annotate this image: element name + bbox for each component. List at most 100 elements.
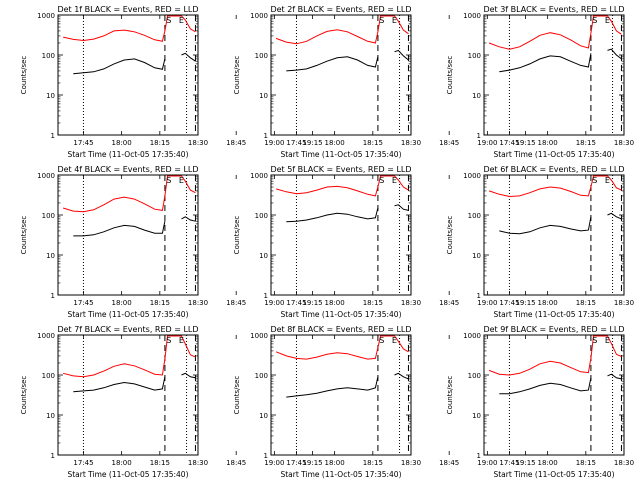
x-tick-label: 17:45 — [499, 299, 519, 307]
x-tick-label: 18:15 — [576, 299, 596, 307]
y-tick-label: 100 — [255, 372, 268, 380]
x-tick-label: 17:45 — [286, 139, 306, 147]
y-tick-label: 1000 — [37, 332, 55, 340]
x-tick-label: 18:15 — [363, 139, 383, 147]
y-axis-label: Counts/sec — [233, 56, 241, 95]
y-tick-label: 1000 — [37, 12, 55, 20]
panel-title: Det 2f BLACK = Events, RED = LLD — [270, 5, 411, 14]
end-marker: E — [392, 176, 397, 185]
start-marker: S — [166, 176, 171, 185]
plot-frame — [270, 334, 412, 456]
y-axis-label: Counts/sec — [20, 56, 28, 95]
x-axis-label: Start Time (11-Oct-05 17:35:40) — [280, 310, 401, 319]
x-tick-label: 18:30 — [614, 139, 634, 147]
events-series-line — [499, 48, 622, 73]
panel-det-9: Det 9f BLACK = Events, RED = LLD Counts/s… — [446, 325, 634, 479]
events-series-line — [286, 49, 409, 72]
x-tick-label: 18:30 — [401, 459, 421, 467]
x-tick-label: 18:00 — [325, 139, 345, 147]
y-tick-label: 1 — [264, 292, 268, 300]
x-tick-label: 18:15 — [576, 139, 596, 147]
x-tick-label: 18:15 — [150, 299, 170, 307]
panel-det-8: Det 8f BLACK = Events, RED = LLD Counts/s… — [233, 325, 536, 479]
end-marker: E — [392, 16, 397, 25]
y-tick-label: 1 — [51, 292, 55, 300]
x-tick-label: 18:00 — [538, 139, 558, 147]
start-marker: S — [379, 176, 384, 185]
lld-series-line — [275, 15, 409, 45]
x-tick-label: 18:45 — [226, 459, 246, 467]
plot-frame — [57, 334, 199, 456]
lld-series-line — [62, 15, 196, 42]
y-tick-label: 1000 — [250, 172, 268, 180]
start-marker: S — [166, 336, 171, 345]
end-marker: E — [605, 336, 610, 345]
y-tick-label: 1 — [51, 132, 55, 140]
start-marker: S — [592, 176, 597, 185]
x-tick-label: 18:00 — [112, 299, 132, 307]
y-axis-label: Counts/sec — [446, 216, 454, 255]
x-tick-label: 18:00 — [112, 459, 132, 467]
events-series-line — [73, 216, 196, 237]
end-marker: E — [392, 336, 397, 345]
y-axis-label: Counts/sec — [20, 216, 28, 255]
lld-series-line — [488, 335, 622, 376]
y-tick-label: 1 — [51, 452, 55, 460]
lld-series-line — [488, 15, 622, 50]
y-tick-label: 10 — [46, 252, 55, 260]
y-tick-label: 10 — [259, 412, 268, 420]
events-series-line — [499, 212, 622, 235]
panel-title: Det 4f BLACK = Events, RED = LLD — [57, 165, 198, 174]
lld-series-line — [275, 335, 409, 360]
panel-title: Det 7f BLACK = Events, RED = LLD — [57, 325, 198, 334]
y-tick-label: 1000 — [250, 332, 268, 340]
x-tick-label: 18:00 — [325, 299, 345, 307]
x-tick-label: 18:30 — [188, 459, 208, 467]
panel-det-2: Det 2f BLACK = Events, RED = LLD Counts/s… — [233, 5, 536, 159]
x-tick-label: 19:00 — [264, 139, 284, 147]
y-tick-label: 10 — [472, 412, 481, 420]
end-marker: E — [179, 336, 184, 345]
panel-title: Det 5f BLACK = Events, RED = LLD — [270, 165, 411, 174]
y-tick-label: 1000 — [463, 12, 481, 20]
panel-det-4: Det 4f BLACK = Events, RED = LLD Counts/s… — [20, 165, 323, 319]
x-tick-label: 19:15 — [302, 139, 322, 147]
end-marker: E — [179, 176, 184, 185]
x-axis-label: Start Time (11-Oct-05 17:35:40) — [67, 310, 188, 319]
x-tick-label: 19:15 — [515, 459, 535, 467]
x-tick-label: 18:45 — [439, 459, 459, 467]
end-marker: E — [605, 16, 610, 25]
x-tick-label: 19:15 — [302, 299, 322, 307]
panel-det-7: Det 7f BLACK = Events, RED = LLD Counts/s… — [20, 325, 323, 479]
panel-title: Det 6f BLACK = Events, RED = LLD — [483, 165, 624, 174]
x-tick-label: 19:00 — [477, 459, 497, 467]
start-marker: S — [379, 336, 384, 345]
y-tick-label: 100 — [42, 212, 55, 220]
x-tick-label: 17:45 — [286, 299, 306, 307]
y-tick-label: 10 — [46, 412, 55, 420]
y-tick-label: 10 — [472, 252, 481, 260]
x-tick-label: 17:45 — [73, 139, 93, 147]
x-tick-label: 18:30 — [614, 459, 634, 467]
panel-det-1: Det 1f BLACK = Events, RED = LLD Counts/s… — [20, 5, 323, 159]
plot-frame — [483, 334, 625, 456]
x-tick-label: 17:45 — [499, 459, 519, 467]
y-tick-label: 1000 — [250, 12, 268, 20]
y-axis-label: Counts/sec — [446, 376, 454, 415]
x-tick-label: 19:15 — [515, 299, 535, 307]
y-tick-label: 10 — [259, 92, 268, 100]
start-marker: S — [592, 336, 597, 345]
x-tick-label: 18:30 — [401, 139, 421, 147]
y-axis-label: Counts/sec — [20, 376, 28, 415]
x-tick-label: 18:15 — [150, 459, 170, 467]
panel-det-6: Det 6f BLACK = Events, RED = LLD Counts/s… — [446, 165, 634, 319]
x-tick-label: 18:45 — [439, 139, 459, 147]
end-marker: E — [179, 16, 184, 25]
x-tick-label: 18:45 — [226, 139, 246, 147]
y-tick-label: 100 — [468, 52, 481, 60]
x-tick-label: 18:00 — [538, 299, 558, 307]
events-series-line — [286, 204, 409, 223]
y-tick-label: 1000 — [37, 172, 55, 180]
